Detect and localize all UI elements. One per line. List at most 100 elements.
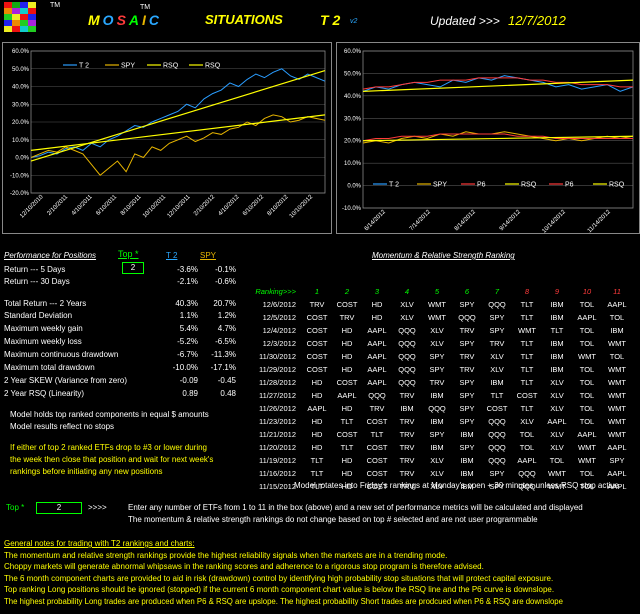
ranking-cell: TLT [310,456,324,465]
ranking-cell: COST [336,430,358,439]
performance-row: Return --- 5 Days -3.6% -0.1% [4,265,240,276]
ranking-cell: XLV [430,456,444,465]
ranking-cell: SPY [429,430,445,439]
performance-row-t2: -3.6% [177,265,198,274]
ranking-cell: COST [486,404,508,413]
performance-row-t2: -2.1% [177,277,198,286]
ranking-col-header: 10 [582,287,592,296]
situations-title: SITUATIONS [205,12,283,27]
x-tick-label: 10/10/2012 [289,194,315,220]
ranking-cell: QQQ [488,417,506,426]
performance-heading: Performance for Positions [4,251,97,260]
y-tick-label: 40.0% [12,85,30,91]
ranking-col-header: 8 [524,287,530,296]
ranking-cell: AAPL [607,443,627,452]
ranking-cell: WMT [608,417,626,426]
ranking-cell: WMT [578,352,596,361]
performance-row-label: Maximum total drawdown [4,363,95,372]
ranking-cell: QQQ [398,378,416,387]
model-note-2: Model results reflect no stops [10,422,115,431]
y-tick-label: 20.0% [12,120,30,126]
t2-title: T 2 [320,12,341,28]
ranking-cell: XLV [400,300,414,309]
ranking-cell: SPY [489,326,505,335]
ranking-date: 12/4/2012 [262,326,296,335]
ranking-cell: TLT [550,326,564,335]
ranking-cell: COST [336,378,358,387]
ranking-cell: XLV [550,404,564,413]
top-input-line-1: Enter any number of ETFs from 1 to 11 in… [128,503,583,512]
performance-row: 2 Year SKEW (Variance from zero) -0.09 -0.… [4,376,240,387]
series-line [362,77,633,90]
performance-row-label: Maximum weekly gain [4,324,83,333]
ranking-cell: TOL [549,456,565,465]
legend-label: SPY [433,182,447,189]
ranking-cell: WMT [548,469,566,478]
ranking-row: 11/30/2012 COST HD AAPL QQQ SPY TRV XLV TLT IBM WM… [246,350,632,363]
ranking-date: 12/5/2012 [262,313,296,322]
ranking-cell: HD [341,482,353,491]
ranking-cell: AAPL [367,378,387,387]
top-label: Top * [118,249,139,259]
ranking-col-header: 6 [464,287,470,296]
ranking-cell: TLT [490,391,504,400]
tm-mark: TM [50,2,61,9]
ranking-cell: HD [311,443,323,452]
ranking-cell: QQQ [398,326,416,335]
ranking-cell: SPY [459,339,475,348]
ranking-cell: WMT [608,378,626,387]
ranking-cell: HD [371,313,383,322]
ranking-row: 11/27/2012 HD AAPL QQQ TRV IBM SPY TLT COST XLV TO… [246,389,632,402]
ranking-cell: QQQ [488,456,506,465]
ranking-cell: XLV [430,326,444,335]
top-count-box[interactable]: 2 [122,262,144,274]
ranking-col-header: 7 [494,287,500,296]
performance-row-t2: -5.2% [177,337,198,346]
ranking-cell: XLV [490,352,504,361]
ranking-heading: Momentum & Relative Strength Ranking [372,251,515,260]
top-input-arrows: >>>> [88,503,107,512]
ranking-cell: AAPL [367,326,387,335]
ranking-cell: TRV [459,326,475,335]
ranking-cell: TRV [399,456,415,465]
ranking-cell: COST [306,352,328,361]
ranking-cell: TLT [520,313,534,322]
note-line: The momentum and relative strength ranki… [4,550,448,560]
ranking-date: 11/30/2012 [259,352,296,361]
ranking-cell: WMT [548,482,566,491]
y-tick-label: 10.0% [344,161,362,167]
y-tick-label: 20.0% [344,139,362,145]
performance-row-label: Return --- 30 Days [4,277,70,286]
ranking-cell: AAPL [607,469,627,478]
note-line: Choppy markets will generate abnormal wh… [4,562,484,571]
ranking-cell: AAPL [577,430,597,439]
performance-row-label: Maximum continuous drawdown [4,350,119,359]
performance-row-spy: 1.2% [217,311,236,320]
y-tick-label: 0.0% [15,156,29,162]
ranking-cell: XLV [520,417,534,426]
ranking-cell: TOL [579,365,595,374]
ranking-cell: AAPL [367,365,387,374]
ranking-cell: IBM [460,430,474,439]
x-tick-label: 6/10/2012 [242,194,266,218]
performance-row: Maximum weekly loss -5.2% -6.5% [4,337,240,348]
ranking-cell: QQQ [518,469,536,478]
performance-row: Return --- 30 Days -2.1% -0.6% [4,277,240,288]
ranking-cell: TOL [579,378,595,387]
series-line [30,114,326,151]
ranking-cell: XLV [430,469,444,478]
ranking-col-header: 11 [613,287,621,296]
performance-row-spy: 20.7% [213,299,236,308]
top-input-field[interactable]: 2 [36,502,82,514]
ranking-date: 11/20/2012 [259,443,296,452]
performance-row-spy: 0.48 [220,389,236,398]
performance-row: Maximum continuous drawdown -6.7% -11.3% [4,350,240,361]
ranking-cell: AAPL [547,417,567,426]
performance-row: Total Return --- 2 Years 40.3% 20.7% [4,299,240,310]
series-line [362,79,634,92]
ranking-cell: HD [311,378,323,387]
performance-row-label: 2 Year RSQ (Linearity) [4,389,85,398]
ranking-cell: SPY [459,404,475,413]
ranking-date: 11/16/2012 [259,469,296,478]
ranking-row: 12/5/2012 COST TRV HD XLV WMT QQQ SPY TLT IBM AAPL… [246,311,632,324]
